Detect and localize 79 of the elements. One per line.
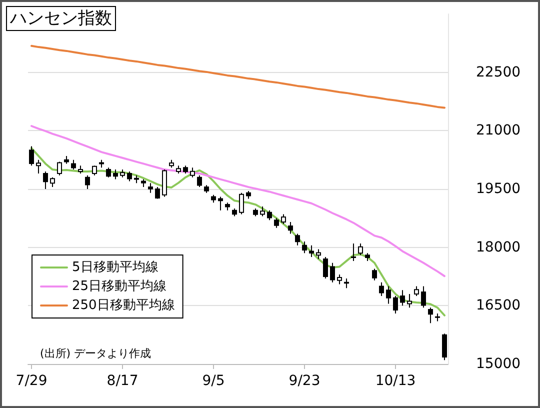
line-series [30,125,446,278]
candlestick [141,178,146,188]
candlestick [85,174,90,190]
candlestick [316,248,321,260]
candlestick [29,146,34,166]
annotation: (出所) データより作成 [40,347,152,360]
candlestick [358,242,363,256]
y-tick-label: 21000 [476,122,521,139]
candlestick [295,233,300,246]
candlestick [190,167,195,178]
candlestick [442,333,447,361]
candlestick [274,218,279,228]
y-tick-label: 22500 [476,64,521,80]
y-tick-label: 15000 [476,356,521,372]
candlestick [92,165,97,176]
y-tick-label: 16500 [476,298,521,314]
candlestick [386,286,391,304]
candlestick [407,294,412,308]
candlestick [400,290,405,306]
candlestick [197,174,202,188]
candlestick [281,214,286,224]
candlestick [99,159,104,168]
candlestick [428,307,433,324]
candlestick [64,155,69,164]
x-tick-label: 7/29 [16,373,48,389]
candlestick [113,169,118,180]
legend-label: 25日移動平均線 [72,279,167,294]
candlestick [379,282,384,296]
candlestick [239,192,244,215]
x-tick-label: 9/5 [202,373,225,389]
candlestick [57,161,62,176]
line-series [30,44,446,109]
candlestick [393,295,398,314]
candlestick [148,182,153,194]
candlestick [414,286,419,296]
candlestick [155,186,160,200]
candlestick [232,208,237,217]
candlestick [169,159,174,168]
candlestick [120,169,125,178]
legend-label: 5日移動平均線 [72,260,158,275]
candlestick [204,184,209,194]
line-series [30,147,446,316]
candlestick [127,171,132,182]
candlestick [134,174,139,184]
candlestick [71,159,76,170]
candlestick [253,208,258,217]
legend-label: 250日移動平均線 [72,298,175,313]
candlestick [260,206,265,217]
candlestick [50,176,55,188]
candlestick [225,202,230,211]
candlestick [372,268,377,281]
candlestick [36,159,41,174]
candlestick [106,167,111,178]
candlestick [78,165,83,174]
candlestick [435,312,440,322]
candlestick [344,278,349,289]
candlestick [323,256,328,279]
candlestick [211,194,216,204]
candlestick [183,165,188,174]
y-tick-label: 18000 [476,239,521,256]
candlestick [43,171,48,190]
x-tick-label: 10/13 [375,373,416,389]
chart-title: ハンセン指数 [9,8,112,28]
candlestick [218,196,223,211]
candlestick [330,262,335,283]
candlestick [176,165,181,174]
candlestick [246,190,251,200]
candlestick [267,210,272,221]
candlestick [365,252,370,262]
candlestick [337,274,342,285]
candlestick [288,222,293,234]
candlestick [302,241,307,254]
x-tick-label: 9/23 [288,373,320,389]
candlestick [162,169,167,198]
candlestick [421,286,426,308]
x-tick-label: 8/17 [106,373,138,389]
candlestick [351,242,356,262]
candlestick [309,244,314,258]
y-tick-label: 19500 [476,181,521,197]
